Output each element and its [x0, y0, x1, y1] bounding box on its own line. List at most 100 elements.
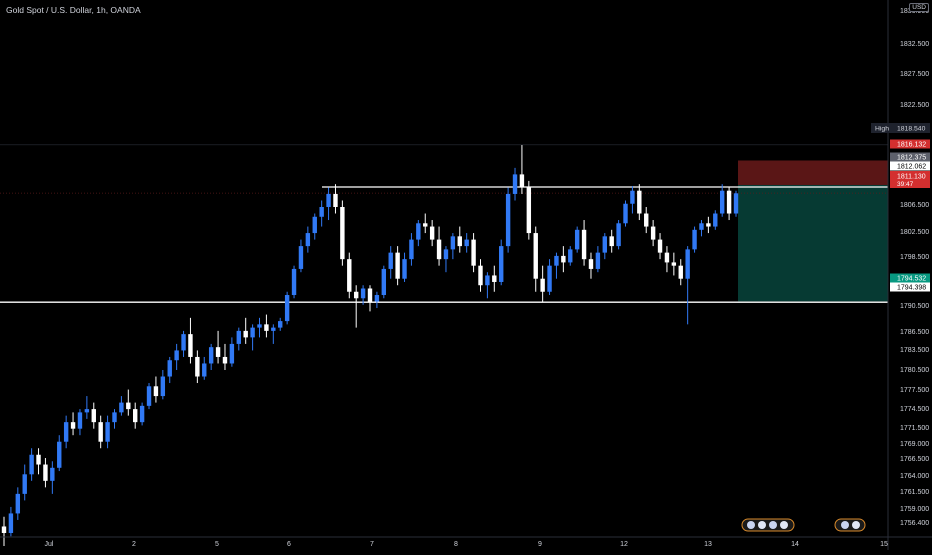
candle	[312, 213, 317, 240]
candle	[139, 402, 145, 426]
candle	[98, 415, 103, 449]
candle-body	[588, 259, 594, 269]
candle-body	[340, 206, 345, 260]
candle	[519, 145, 525, 194]
candle	[561, 246, 566, 273]
candle-body	[312, 216, 317, 234]
price-tick-label: 1766.500	[900, 456, 929, 463]
candle-body	[499, 246, 504, 282]
flag-icon	[780, 521, 788, 529]
candle	[305, 226, 311, 253]
candle-body	[84, 409, 90, 413]
price-tick-label: 1769.000	[900, 441, 929, 448]
level-price-label-text: 1812.062	[897, 164, 926, 171]
high-price-label-bg	[871, 123, 930, 133]
candle-body	[236, 330, 241, 344]
flag-icon	[758, 521, 766, 529]
candle-body	[478, 265, 483, 286]
candle	[443, 246, 449, 273]
candle	[91, 402, 96, 429]
candle	[340, 200, 345, 266]
take-profit-zone[interactable]	[738, 184, 888, 302]
time-tick-label: 8	[454, 541, 458, 548]
candle	[429, 220, 435, 247]
candle	[395, 246, 400, 286]
candle-body	[568, 249, 573, 263]
price-tick-label: 1774.500	[900, 406, 929, 413]
candle	[229, 337, 235, 367]
candle	[84, 396, 90, 419]
candle-body	[713, 213, 718, 227]
candle-body	[692, 229, 697, 250]
time-tick-label: 9	[538, 541, 542, 548]
candle-body	[699, 223, 704, 230]
target-price-label: 1794.532	[890, 273, 930, 283]
price-tick-label: 1756.400	[900, 520, 929, 527]
candle-body	[561, 255, 566, 263]
candle-body	[374, 295, 380, 302]
candle	[423, 213, 428, 234]
candle-body	[333, 193, 338, 207]
candle-body	[485, 275, 490, 286]
candle-body	[119, 402, 124, 413]
price-tick-label: 1802.500	[900, 229, 929, 236]
candle	[623, 200, 628, 227]
currency-button[interactable]: USD	[909, 3, 929, 12]
candle	[602, 233, 607, 260]
candle-body	[650, 226, 656, 240]
candle	[153, 376, 159, 403]
candle-body	[671, 262, 677, 266]
candle	[236, 327, 241, 351]
candle	[706, 216, 711, 234]
candle	[222, 343, 228, 370]
stop-loss-zone[interactable]	[738, 160, 888, 185]
candle-body	[50, 467, 55, 481]
candle-body	[181, 334, 186, 351]
candle-body	[402, 259, 407, 279]
high-price-label: High 1818.540	[871, 123, 930, 133]
candle	[298, 239, 304, 273]
candle	[188, 317, 193, 364]
candle-body	[471, 239, 476, 266]
time-tick-label: 15	[880, 541, 888, 548]
price-axis[interactable]: 1836.9001832.5001827.5001822.5001806.500…	[900, 8, 929, 527]
candle-body	[512, 174, 518, 194]
candle-body	[250, 327, 255, 338]
candle-body	[222, 356, 228, 364]
flag-icon	[841, 521, 849, 529]
candle	[333, 184, 338, 214]
candle-body	[602, 236, 607, 253]
price-tick-label: 1806.500	[900, 202, 929, 209]
candle-body	[429, 226, 435, 240]
event-badge-1[interactable]	[741, 518, 795, 532]
candle-body	[188, 334, 193, 357]
price-tick-label: 1827.500	[900, 71, 929, 78]
candle	[174, 343, 179, 370]
price-tick-label: 1798.500	[900, 254, 929, 261]
candle	[105, 415, 110, 449]
candle	[57, 435, 62, 472]
price-tick-label: 1790.500	[900, 303, 929, 310]
candle-body	[644, 213, 649, 227]
candle-body	[305, 233, 311, 247]
candle-body	[278, 321, 283, 328]
candle-body	[664, 252, 670, 263]
time-tick-label: 7	[370, 541, 374, 548]
candle	[464, 233, 469, 253]
candle	[15, 487, 21, 520]
time-axis[interactable]: Jul 2 5 6 7 8 9 12 13 14 15	[45, 541, 888, 548]
candle-body	[547, 265, 552, 292]
candle	[63, 415, 69, 449]
candle	[713, 210, 718, 230]
candle	[43, 458, 48, 488]
candle	[471, 233, 476, 273]
candle-body	[581, 229, 587, 260]
candle-body	[381, 268, 387, 296]
candle	[685, 246, 690, 325]
candle-body	[726, 190, 732, 214]
candle	[36, 448, 41, 475]
event-badge-2[interactable]	[834, 518, 866, 532]
